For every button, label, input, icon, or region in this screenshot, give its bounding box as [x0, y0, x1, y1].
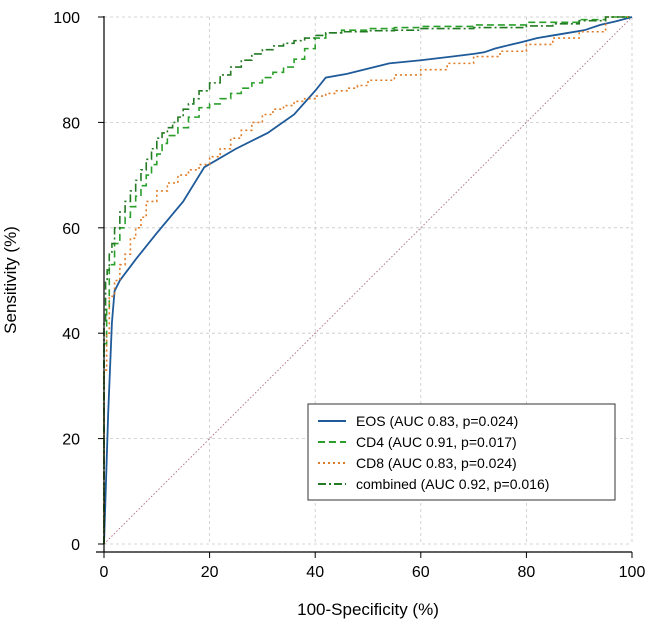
y-tick-label-5: 100	[53, 10, 80, 27]
x-tick-label-3: 60	[412, 564, 430, 581]
legend-label-0: EOS (AUC 0.83, p=0.024)	[356, 413, 518, 429]
legend-label-2: CD8 (AUC 0.83, p=0.024)	[356, 455, 517, 471]
legend: EOS (AUC 0.83, p=0.024) CD4 (AUC 0.91, p=…	[307, 403, 616, 501]
legend-label-1: CD4 (AUC 0.91, p=0.017)	[356, 434, 517, 450]
x-tick-label-5: 100	[619, 564, 646, 581]
series-layer	[103, 16, 633, 545]
x-tick-label-1: 20	[201, 564, 219, 581]
y-tick-labels: 0 20 40 60 80 100	[53, 10, 80, 554]
y-tick-label-2: 40	[62, 326, 80, 343]
axes	[96, 16, 633, 558]
series-line-1	[103, 16, 632, 544]
x-tick-label-4: 80	[518, 564, 536, 581]
y-tick-label-3: 60	[62, 221, 80, 238]
x-tick-labels: 0 20 40 60 80 100	[100, 564, 646, 581]
x-axis-title: 100-Specificity (%)	[297, 600, 439, 619]
y-tick-label-4: 80	[62, 115, 80, 132]
y-tick-label-1: 20	[62, 432, 80, 449]
legend-label-3: combined (AUC 0.92, p=0.016)	[356, 476, 549, 492]
x-tick-label-2: 40	[306, 564, 324, 581]
y-axis-title: Sensitivity (%)	[1, 226, 20, 334]
series-line-2	[103, 16, 632, 544]
y-tick-label-0: 0	[71, 537, 80, 554]
series-line-0	[103, 16, 633, 545]
series-line-3	[103, 16, 632, 544]
legend-box	[307, 403, 616, 501]
x-tick-label-0: 0	[100, 564, 109, 581]
